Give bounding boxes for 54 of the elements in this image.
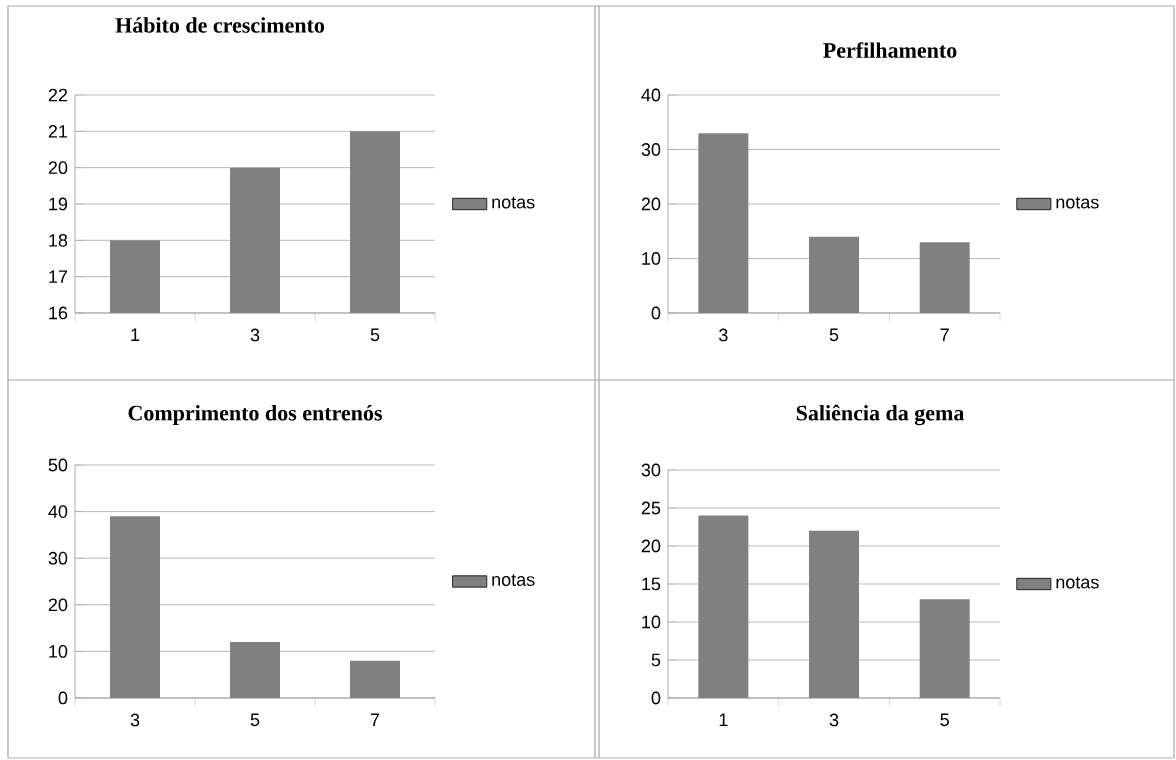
x-tick-label: 5 [370, 328, 380, 342]
y-tick-label: 30 [641, 143, 661, 156]
x-tick-label: 3 [829, 713, 839, 727]
x-tick-label: 3 [719, 328, 728, 342]
x-tick-label: 5 [829, 328, 839, 342]
y-tick-label: 17 [49, 270, 68, 283]
y-tick-label: 20 [641, 197, 661, 211]
x-tick-label: 3 [250, 328, 260, 342]
bar [350, 660, 401, 698]
x-tick-label: 3 [130, 713, 140, 727]
chart-title: Hábito de crescimento [115, 17, 325, 33]
y-tick-label: 50 [48, 458, 68, 472]
y-tick-label: 5 [651, 653, 661, 667]
y-tick-label: 30 [641, 463, 661, 477]
x-tick-label: 1 [719, 713, 728, 726]
y-tick-label: 20 [48, 598, 68, 612]
y-tick-label: 22 [48, 88, 68, 102]
bar [809, 236, 860, 313]
bar [919, 599, 970, 698]
y-tick-label: 25 [641, 501, 661, 515]
bar [809, 530, 860, 698]
y-tick-label: 20 [641, 539, 661, 553]
x-tick-label: 7 [940, 328, 949, 341]
y-tick-label: 40 [48, 505, 68, 518]
x-tick-label: 1 [131, 328, 140, 341]
y-tick-label: 30 [48, 551, 68, 565]
bar [110, 516, 161, 698]
y-tick-label: 0 [58, 691, 68, 705]
y-tick-label: 10 [642, 615, 661, 629]
bar [698, 515, 749, 698]
y-tick-label: 15 [642, 577, 661, 591]
legend-label: notas [1056, 196, 1099, 209]
x-tick-label: 5 [940, 713, 949, 727]
x-tick-label: 5 [250, 713, 260, 727]
y-tick-label: 10 [49, 645, 68, 658]
legend-label: notas [1056, 576, 1099, 589]
y-tick-label: 40 [641, 88, 661, 102]
legend-label: notas [492, 196, 535, 209]
x-tick-label: 7 [370, 713, 380, 726]
chart-title: Saliência da gema [796, 404, 965, 426]
y-tick-label: 19 [49, 197, 68, 211]
bar [698, 133, 749, 313]
y-tick-label: 21 [48, 125, 68, 138]
y-tick-label: 20 [48, 161, 68, 175]
y-tick-label: 10 [642, 252, 661, 265]
chart-title: Comprimento dos entrenós [128, 405, 382, 425]
bar [919, 242, 970, 313]
y-tick-label: 18 [49, 233, 68, 247]
y-tick-label: 16 [49, 306, 68, 320]
bar [230, 642, 280, 698]
y-tick-label: 0 [651, 306, 661, 320]
legend-label: notas [492, 574, 535, 586]
chart-title: Perfilhamento [823, 42, 957, 58]
y-tick-label: 0 [651, 691, 661, 705]
